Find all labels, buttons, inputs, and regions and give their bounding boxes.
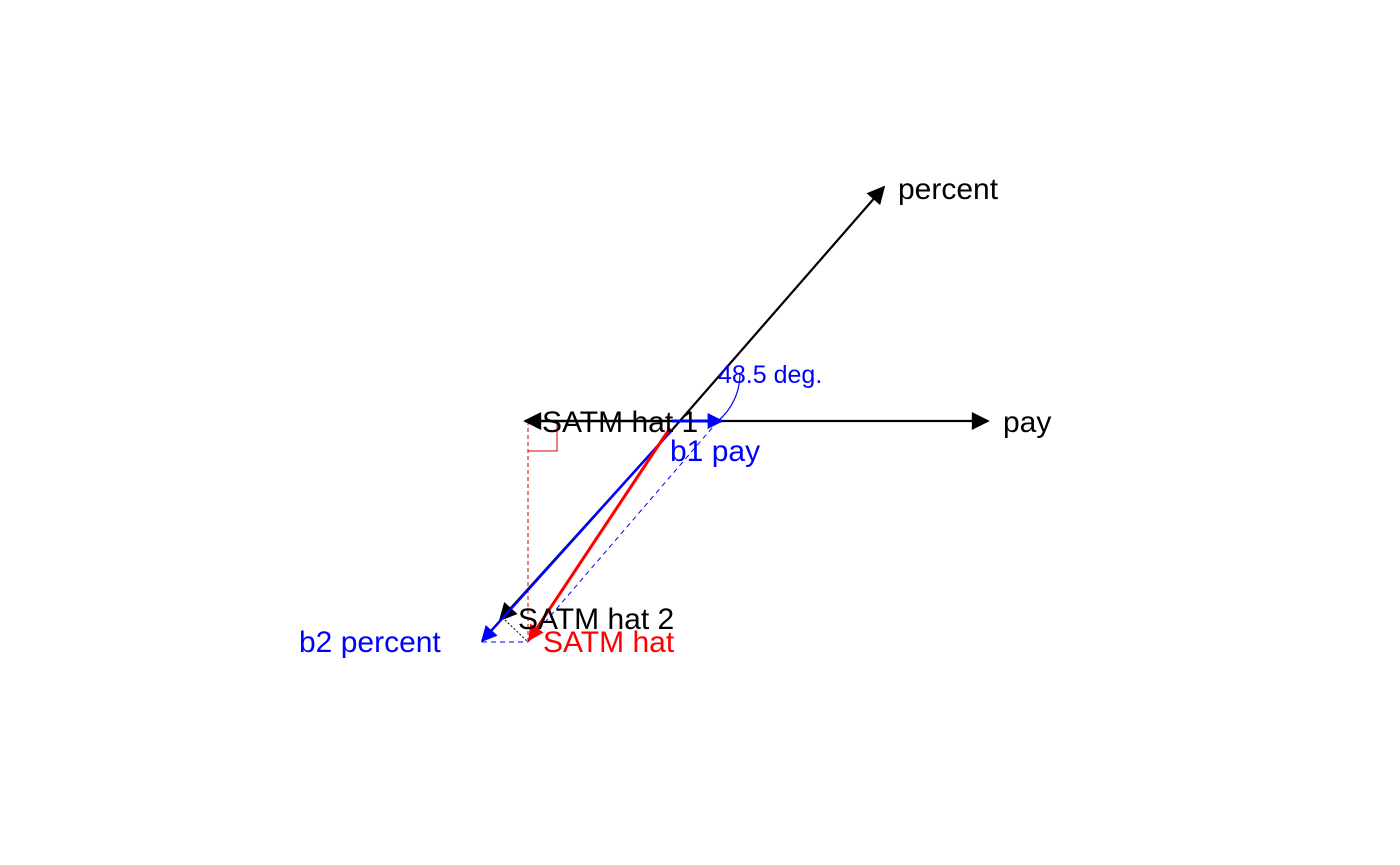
satm-hat-arrow [527, 427, 672, 642]
parallelogram-dashed-line-top [527, 420, 719, 643]
right-angle-marker [528, 421, 558, 452]
percent-axis-arrow [671, 185, 886, 431]
b2-percent-label: b2 percent [299, 626, 441, 659]
percent-label: percent [898, 173, 999, 206]
satm-hat-2-label: SATM hat 2 [518, 603, 674, 636]
satm-hat-1-label: SATM hat 1 [542, 406, 698, 439]
projection-dashed-line [504, 619, 529, 643]
satm-hat-label: SATM hat [543, 626, 675, 659]
b2-percent-arrow [480, 429, 673, 643]
pay-label: pay [1003, 406, 1051, 439]
angle-label: 48.5 deg. [718, 361, 822, 389]
b1-pay-label: b1 pay [670, 435, 760, 468]
